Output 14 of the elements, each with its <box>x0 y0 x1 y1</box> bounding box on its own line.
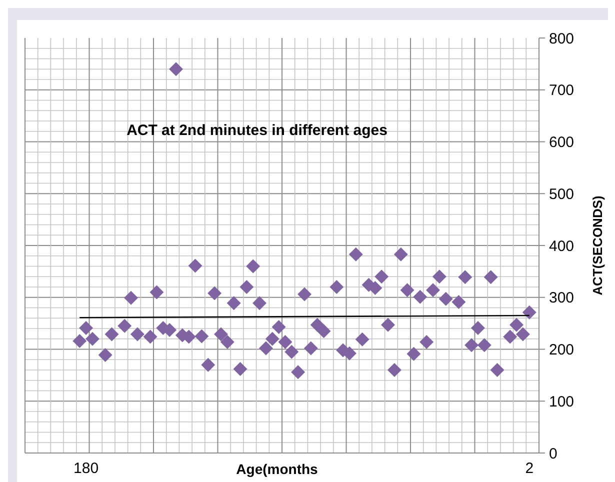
text: ACT at 2nd minutes in different ages <box>126 122 388 139</box>
x-tick-label: 180 <box>74 460 99 477</box>
y-tick-label: 300 <box>549 290 574 307</box>
y-tick-label: 700 <box>549 82 574 100</box>
y-tick-label: 500 <box>549 186 574 203</box>
y-tick-label: 800 <box>549 30 574 48</box>
x-tick-label: 2 <box>525 460 534 477</box>
y-axis-title: ACT(SECONDS) <box>590 196 605 296</box>
y-tick-label: 200 <box>549 342 574 358</box>
y-tick-label: 0 <box>549 445 558 462</box>
x-axis-title: Age(months <box>236 461 318 477</box>
y-tick-label: 100 <box>549 393 574 410</box>
y-tick-label: 400 <box>549 238 574 255</box>
y-tick-label: 600 <box>549 134 574 151</box>
